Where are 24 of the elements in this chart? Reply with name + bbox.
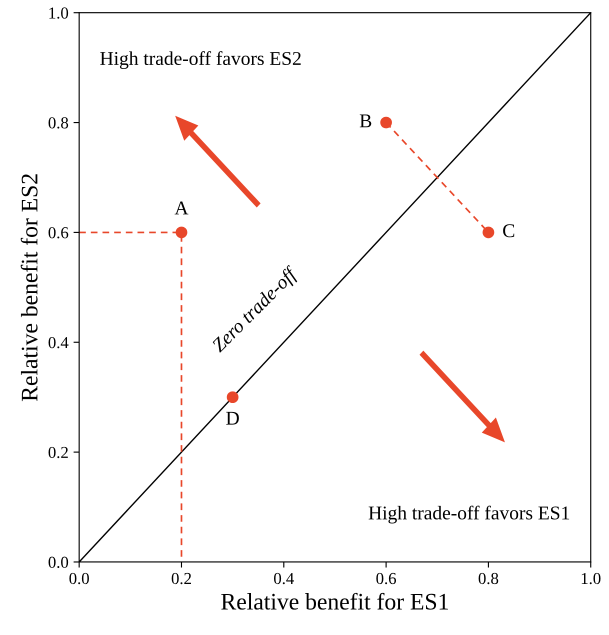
annotation: High trade-off favors ES2 [100,51,301,70]
x-tick-label: 0.0 [69,572,89,584]
point [226,391,238,404]
point [176,226,188,238]
annotation: B [360,114,372,128]
x-tick-label: 0.4 [274,572,294,584]
x-tick-label: 0.6 [376,572,396,584]
annotation: C [503,224,514,238]
y-tick-label: 0.4 [48,336,68,348]
point [380,116,392,128]
x-axis-title: Relative benefit for ES1 [221,592,448,610]
x-tick-label: 1.0 [582,572,601,584]
annotation: High trade-off favors ES1 [368,506,570,524]
annotation: A [174,202,188,214]
y-axis-title: Relative benefit for ES2 [20,174,38,402]
x-tick-label: 0.8 [478,572,498,584]
y-tick-label: 0.8 [48,117,68,129]
y-tick-label: 1.0 [49,7,68,19]
point [482,226,494,238]
y-tick-label: 0.2 [48,446,68,458]
x-tick-label: 0.2 [172,572,191,584]
y-tick-label: 0.0 [48,556,68,568]
y-tick-label: 0.6 [48,227,68,238]
annotation: D [226,412,239,425]
